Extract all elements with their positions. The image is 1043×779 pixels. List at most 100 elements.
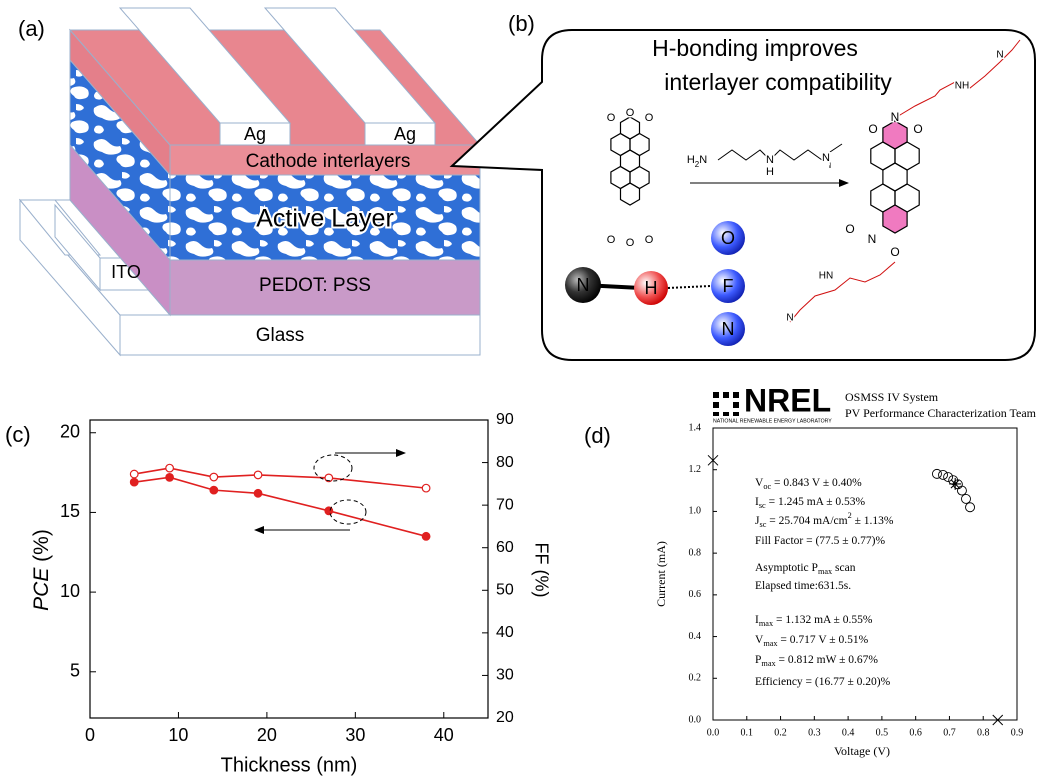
callout-title: H-bonding improves <box>652 35 858 61</box>
iv-chart: 0.0 0.1 0.2 0.3 0.4 0.5 0.6 0.7 0.8 0.9 0.0 0.2 0.4 0… <box>584 382 1037 757</box>
data-point <box>324 473 334 483</box>
atom-sphere <box>711 269 745 303</box>
y-axis-label: Current (mA) <box>654 541 668 607</box>
series-line <box>134 467 427 489</box>
ag-front <box>219 122 291 146</box>
atom-label: O <box>607 234 616 246</box>
atom-label: N <box>996 50 1003 61</box>
layer-label: Glass <box>256 325 305 346</box>
info-line: Asymptotic Pmax scan <box>755 562 856 577</box>
info-line: Fill Factor = (77.5 ± 0.77)% <box>755 535 885 547</box>
data-point <box>961 493 971 504</box>
layer-label: Active Layer <box>256 205 394 233</box>
ring <box>619 182 641 206</box>
layer-label: Cathode interlayers <box>246 151 411 172</box>
atom-label: O <box>645 112 654 124</box>
chemical-structures <box>610 116 920 234</box>
atom-label: N <box>766 154 774 166</box>
x-axis-label: Voltage (V) <box>834 744 890 758</box>
atom-label: O <box>868 122 877 136</box>
y-axis-label: PCE (%) <box>30 529 53 611</box>
data-point <box>129 469 139 479</box>
x-tick-label: 0.4 <box>842 727 855 738</box>
text-run: = 0.843 V ± 0.40% <box>771 477 862 489</box>
atom-label: O <box>626 237 635 249</box>
x-axis-label: Thickness (nm) <box>221 754 358 776</box>
x-tick-label: 0.1 <box>741 727 754 738</box>
logo-subtext: NATIONAL RENEWABLE ENERGY LABORATORY <box>713 418 832 424</box>
layer-label: Ag <box>394 124 416 144</box>
pedot-front <box>169 259 481 316</box>
reagent-chain <box>717 149 823 161</box>
data-point <box>165 472 175 482</box>
sphere-label: N <box>577 275 590 295</box>
data-point <box>129 477 139 487</box>
hydrogen-bond <box>667 285 711 289</box>
data-point <box>931 468 942 479</box>
data-point <box>209 485 219 495</box>
subscript: max <box>761 659 776 668</box>
info-line: Jsc = 25.704 mA/cm2 ± 1.13% <box>755 511 894 529</box>
text-run: H <box>687 154 695 166</box>
layer-label: ITO <box>111 262 141 282</box>
y2-axis-label: FF (%) <box>531 543 551 598</box>
x-tick-label: 20 <box>257 725 277 745</box>
text-run: V <box>755 634 764 646</box>
cathode-front <box>169 144 481 176</box>
panel-label: (c) <box>5 422 31 447</box>
text-run: = 25.704 mA/cm <box>766 515 847 527</box>
atom-sphere <box>711 221 745 255</box>
subscript: oc <box>763 482 771 491</box>
plot-frame <box>712 427 1018 721</box>
ring <box>882 204 908 234</box>
y2-tick-label: 70 <box>496 496 514 513</box>
x-tick-label: 0.3 <box>808 727 821 738</box>
info-line: Efficiency = (16.77 ± 0.20)% <box>755 676 891 688</box>
text-run: Efficiency = (16.77 ± 0.20)% <box>755 676 891 688</box>
atom-label: H <box>766 166 774 178</box>
text-run: N <box>699 154 707 166</box>
panel-label: (b) <box>508 11 535 36</box>
y2-tick-label: 40 <box>496 624 514 641</box>
sphere-label: O <box>721 228 735 248</box>
info-line: Isc = 1.245 mA ± 0.53% <box>755 496 866 511</box>
nrel-logo-icon <box>713 392 739 416</box>
x-tick-label: 0.5 <box>876 727 889 738</box>
atom-label: O <box>845 222 854 236</box>
atom-label: H2N <box>687 154 707 169</box>
atom-label: O <box>626 107 635 119</box>
text-run: (%) <box>30 529 53 568</box>
text-run: PCE <box>30 567 53 611</box>
text-run: I <box>755 614 759 626</box>
y-tick-label: 0.6 <box>689 589 702 600</box>
annotation-ellipse <box>313 454 353 482</box>
subscript: max <box>759 619 774 628</box>
atom-label: O <box>890 245 899 259</box>
info-line: Imax = 1.132 mA ± 0.55% <box>755 614 873 629</box>
sphere-label: N <box>722 319 735 339</box>
data-point <box>165 463 175 473</box>
subscript: sc <box>759 520 766 529</box>
sphere-label: H <box>645 278 658 298</box>
x-tick-label: 0.7 <box>943 727 956 738</box>
y-tick-label: 1.0 <box>689 506 702 517</box>
x-tick-label: 0.2 <box>774 727 787 738</box>
atom-label: HN <box>819 271 833 282</box>
atom-label: NH <box>955 81 969 92</box>
text-run: ± 1.13% <box>852 515 894 527</box>
data-point <box>943 472 954 482</box>
layer-label: Ag <box>244 124 266 144</box>
info-line: Vmax = 0.717 V ± 0.51% <box>755 634 869 649</box>
info-line: Voc = 0.843 V ± 0.40% <box>755 477 862 492</box>
data-point <box>421 531 431 541</box>
subscript: 2 <box>695 160 699 169</box>
data-point <box>956 485 967 496</box>
text-run: Asymptotic P <box>755 562 818 574</box>
callout-title: interlayer compatibility <box>664 69 892 95</box>
subscript: sc <box>759 501 766 510</box>
y-tick-label: 1.2 <box>689 464 702 475</box>
pce-ff-chart: 0 10 20 30 40 5 10 15 20 20 30 40 50 60 70 80 90 (c) Thick… <box>5 411 551 776</box>
x-tick-label: 0.8 <box>977 727 990 738</box>
x-tick-label: 0 <box>85 725 95 745</box>
